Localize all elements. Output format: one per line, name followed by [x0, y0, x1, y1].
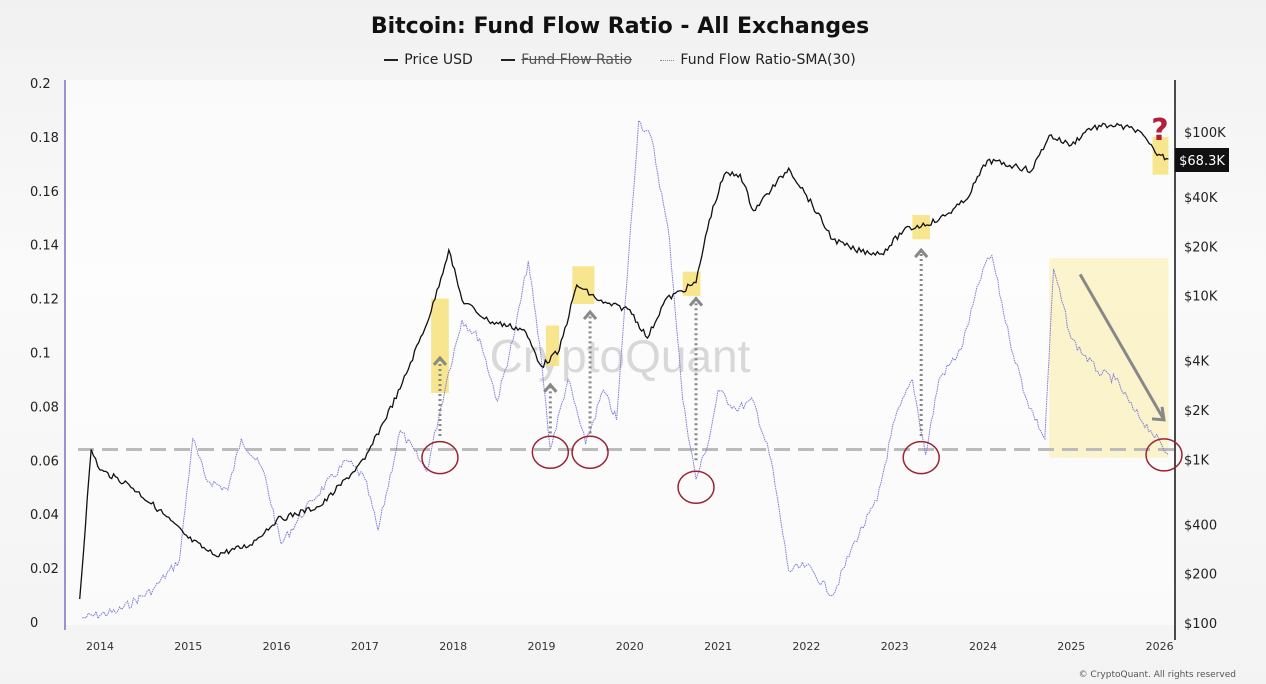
- annotation-arrowhead: [688, 296, 704, 307]
- highlight-zone: [431, 298, 449, 393]
- y-left-tick-label: 0.02: [30, 562, 59, 577]
- annotation-arrowhead: [582, 309, 598, 321]
- chart-title: Bitcoin: Fund Flow Ratio - All Exchanges: [370, 14, 870, 39]
- highlight-zone: [545, 325, 560, 366]
- annotation-circle: [421, 440, 459, 475]
- legend-swatch-sma: [660, 59, 675, 61]
- plot-area: [65, 80, 1175, 625]
- legend-swatch-ffr: [501, 59, 516, 61]
- x-tick-label: 2018: [439, 640, 467, 653]
- legend: Price USD Fund Flow Ratio Fund Flow Rati…: [0, 52, 1240, 68]
- x-tick-label: 2017: [351, 640, 379, 653]
- y-right-tick-label: $4K: [1184, 355, 1210, 370]
- legend-item-ffr[interactable]: Fund Flow Ratio: [501, 52, 632, 68]
- x-tick-label: 2025: [1057, 640, 1085, 653]
- annotation-arrowhead: [432, 355, 448, 366]
- y-right-tick-label: $1K: [1184, 453, 1210, 468]
- annotation-circle: [1145, 438, 1183, 472]
- highlight-zone: [1049, 258, 1169, 458]
- x-tick-label: 2021: [704, 640, 732, 653]
- highlight-zone: [572, 266, 595, 304]
- current-price-badge: [1175, 148, 1229, 172]
- y-left-tick-label: 0.16: [30, 185, 59, 200]
- annotation-arrowhead: [543, 382, 558, 393]
- y-left-tick-label: 0.1: [30, 347, 51, 362]
- x-tick-label: 2014: [86, 640, 114, 653]
- x-tick-label: 2019: [528, 640, 556, 653]
- legend-label-price: Price USD: [404, 52, 473, 68]
- y-right-tick-label: $20K: [1184, 240, 1218, 255]
- x-tick-label: 2023: [881, 640, 909, 653]
- annotation-circle: [902, 440, 940, 475]
- y-left-tick-label: 0.14: [30, 239, 59, 254]
- downtrend-arrow: [1078, 273, 1166, 421]
- y-left-tick-label: 0.18: [30, 131, 59, 146]
- series-price-usd: [79, 122, 1169, 600]
- x-tick-label: 2026: [1146, 640, 1174, 653]
- y-right-tick-label: $400: [1184, 518, 1217, 533]
- legend-label-sma: Fund Flow Ratio-SMA(30): [680, 52, 856, 68]
- y-left-tick-label: 0.04: [30, 508, 59, 523]
- annotation-circle: [677, 470, 715, 504]
- highlight-zone: [682, 271, 701, 296]
- y-left-tick-label: 0.2: [30, 77, 51, 92]
- y-left-tick-label: 0.12: [30, 293, 59, 308]
- legend-item-price[interactable]: Price USD: [384, 52, 473, 68]
- x-tick-label: 2020: [616, 640, 644, 653]
- question-mark-annotation: ?: [1151, 113, 1168, 148]
- y-right-tick-label: $200: [1184, 568, 1217, 583]
- x-tick-label: 2016: [263, 640, 291, 653]
- y-left-tick-label: 0: [30, 616, 38, 631]
- y-right-tick-label: $10K: [1184, 290, 1218, 305]
- copyright-footer: © CryptoQuant. All rights reserved: [1078, 670, 1236, 680]
- legend-swatch-price: [384, 59, 399, 61]
- downtrend-arrowhead: [1151, 406, 1166, 422]
- y-right-tick-label: $40K: [1184, 191, 1218, 206]
- annotation-arrowhead: [914, 247, 929, 259]
- legend-label-ffr: Fund Flow Ratio: [521, 52, 632, 68]
- annotation-circle: [571, 435, 609, 469]
- y-right-tick-label: $2K: [1184, 404, 1210, 419]
- current-price-label: $68.3K: [1179, 154, 1225, 169]
- x-tick-label: 2024: [969, 640, 997, 653]
- legend-item-sma[interactable]: Fund Flow Ratio-SMA(30): [660, 52, 856, 68]
- y-right-tick-label: $100: [1184, 617, 1217, 632]
- x-tick-label: 2022: [792, 640, 820, 653]
- annotation-circle: [531, 435, 570, 469]
- series-fund-flow-ratio-sma30: [82, 119, 1169, 620]
- x-tick-label: 2015: [174, 640, 202, 653]
- y-right-tick-label: $100K: [1184, 126, 1226, 141]
- y-left-tick-label: 0.08: [30, 400, 59, 415]
- y-left-tick-label: 0.06: [30, 454, 59, 469]
